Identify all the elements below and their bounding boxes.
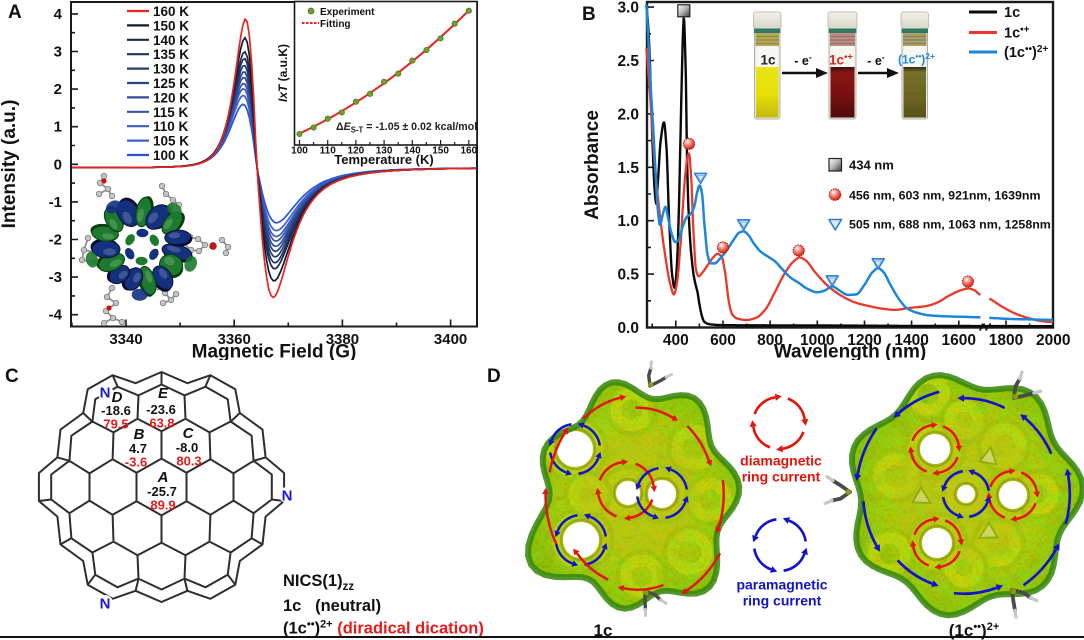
svg-text:434 nm: 434 nm [849, 158, 894, 173]
svg-text:N: N [282, 488, 293, 505]
svg-text:(1c••)2+: (1c••)2+ [1004, 44, 1048, 61]
svg-text:-4: -4 [49, 307, 63, 324]
svg-text:2: 2 [54, 81, 62, 98]
svg-text:150 K: 150 K [153, 18, 189, 33]
svg-text:1c: 1c [594, 621, 613, 640]
svg-text:1000: 1000 [800, 332, 834, 349]
svg-text:C: C [183, 425, 195, 442]
svg-text:1400: 1400 [894, 332, 928, 349]
svg-text:(1c••)2+ (diradical dication): (1c••)2+ (diradical dication) [283, 619, 484, 638]
svg-text:150: 150 [432, 146, 449, 157]
svg-text:ring current: ring current [743, 593, 822, 609]
svg-text:- e-: - e- [794, 53, 812, 69]
svg-text:63.8: 63.8 [149, 416, 174, 431]
svg-text:505 nm, 688 nm, 1063 nm, 1258n: 505 nm, 688 nm, 1063 nm, 1258nm [849, 218, 1051, 232]
svg-text:105 K: 105 K [153, 134, 189, 149]
svg-text:1c: 1c [760, 53, 776, 68]
svg-text:3.0: 3.0 [617, 0, 639, 17]
svg-text:-25.7: -25.7 [147, 484, 177, 499]
svg-text:1c: 1c [1004, 5, 1020, 21]
svg-text:800: 800 [757, 332, 783, 349]
svg-text:D: D [112, 389, 123, 406]
svg-text:A: A [8, 2, 22, 23]
svg-text:115 K: 115 K [153, 105, 189, 120]
svg-text:3340: 3340 [109, 331, 142, 348]
svg-text:1: 1 [54, 119, 62, 136]
svg-text:-2: -2 [49, 232, 62, 249]
svg-text:Magnetic Field (G): Magnetic Field (G) [192, 342, 357, 361]
svg-text:100: 100 [291, 146, 308, 157]
svg-text:135 K: 135 K [153, 47, 189, 62]
svg-text:C: C [5, 366, 19, 387]
svg-text:ring current: ring current [742, 469, 821, 485]
svg-text:ΔES-T = -1.05 ± 0.02 kcal/mol: ΔES-T = -1.05 ± 0.02 kcal/mol [336, 121, 477, 135]
svg-text:E: E [158, 385, 169, 402]
svg-text:0.0: 0.0 [617, 320, 639, 337]
svg-text:2.5: 2.5 [617, 53, 639, 70]
svg-text:1.5: 1.5 [617, 160, 639, 177]
svg-text:B: B [134, 426, 145, 443]
svg-text:1200: 1200 [847, 332, 881, 349]
svg-text:600: 600 [710, 332, 736, 349]
svg-text:80.3: 80.3 [176, 454, 201, 469]
svg-text:2.0: 2.0 [617, 106, 639, 123]
svg-text:110: 110 [320, 146, 337, 157]
svg-text:N: N [100, 596, 111, 613]
svg-text:89.9: 89.9 [150, 498, 175, 513]
svg-text:3360: 3360 [218, 331, 251, 348]
svg-text:110 K: 110 K [153, 119, 189, 134]
svg-text:120: 120 [348, 146, 365, 157]
svg-text:Absorbance: Absorbance [582, 110, 603, 220]
svg-text:160 K: 160 K [153, 4, 189, 19]
svg-text:Intensity (a.u.): Intensity (a.u.) [0, 100, 20, 229]
svg-text:- e-: - e- [867, 53, 885, 69]
svg-text:125 K: 125 K [153, 76, 189, 91]
svg-text:3: 3 [54, 44, 62, 61]
svg-text:2000: 2000 [1036, 332, 1070, 349]
svg-text:1.0: 1.0 [617, 213, 639, 230]
svg-text:-23.6: -23.6 [146, 402, 176, 417]
svg-text:4: 4 [54, 6, 63, 23]
svg-text:79.5: 79.5 [103, 417, 128, 432]
svg-text:1c•+: 1c•+ [1004, 25, 1030, 42]
svg-text:diamagnetic: diamagnetic [740, 453, 822, 469]
svg-text:-3.6: -3.6 [125, 455, 147, 470]
svg-text:-8.0: -8.0 [176, 440, 198, 455]
svg-text:1800: 1800 [989, 332, 1023, 349]
svg-text:Wavelength (nm): Wavelength (nm) [774, 342, 926, 361]
svg-text:-3: -3 [49, 269, 62, 286]
svg-text:IxT (a.u.K): IxT (a.u.K) [276, 44, 290, 102]
svg-text:4.7: 4.7 [129, 441, 147, 456]
svg-text:456 nm, 603 nm, 921nm, 1639nm: 456 nm, 603 nm, 921nm, 1639nm [849, 189, 1040, 203]
svg-text:120 K: 120 K [153, 90, 189, 105]
svg-text:130 K: 130 K [153, 62, 189, 77]
svg-text:0: 0 [54, 156, 62, 173]
svg-text:400: 400 [663, 332, 689, 349]
svg-text:1600: 1600 [942, 332, 976, 349]
svg-text:Fitting: Fitting [320, 19, 351, 30]
svg-text:-18.6: -18.6 [101, 403, 131, 418]
svg-text:Experiment: Experiment [320, 7, 375, 18]
svg-text:-1: -1 [49, 194, 62, 211]
svg-text:140 K: 140 K [153, 33, 189, 48]
svg-text:Temperature (K): Temperature (K) [334, 152, 433, 167]
svg-text:B: B [582, 4, 596, 25]
svg-text:1c (neutral): 1c (neutral) [283, 597, 381, 615]
svg-text:(1c••)2+: (1c••)2+ [949, 621, 1000, 640]
svg-text:NICS(1)zz: NICS(1)zz [283, 572, 354, 593]
svg-text:paramagnetic: paramagnetic [736, 577, 827, 593]
svg-text:130: 130 [376, 146, 393, 157]
svg-text:140: 140 [404, 146, 421, 157]
svg-text:0.5: 0.5 [617, 267, 639, 284]
svg-text:160: 160 [460, 146, 477, 157]
svg-text:100 K: 100 K [153, 148, 189, 163]
svg-text:N: N [100, 385, 111, 402]
svg-text:D: D [487, 366, 501, 387]
svg-text:3380: 3380 [326, 331, 359, 348]
svg-text:3400: 3400 [434, 331, 467, 348]
svg-text:A: A [157, 469, 169, 486]
